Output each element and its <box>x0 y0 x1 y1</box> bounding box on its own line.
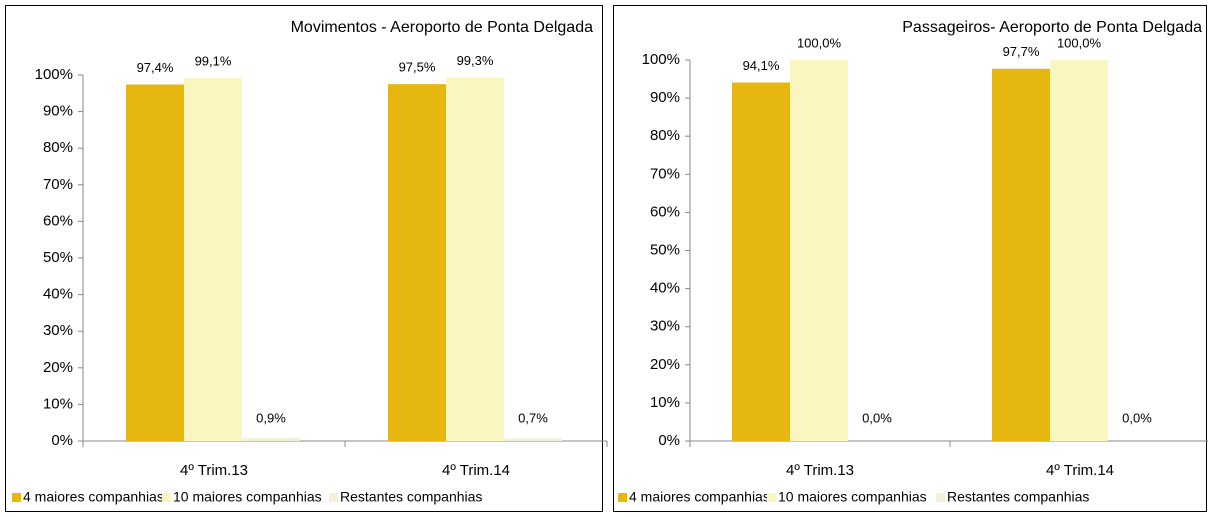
y-tick-label: 90% <box>43 103 73 120</box>
y-tick-label: 40% <box>43 286 73 303</box>
y-tick-label: 80% <box>650 127 680 144</box>
y-tick-label: 60% <box>650 203 680 220</box>
data-label: 0,7% <box>518 410 548 425</box>
data-label: 97,5% <box>399 60 436 75</box>
x-tick-label: 4º Trim.13 <box>786 462 854 479</box>
legend-swatch <box>162 493 171 502</box>
y-tick-label: 20% <box>43 359 73 376</box>
bar <box>504 438 562 441</box>
legend-label: 4 maiores companhias <box>629 489 770 505</box>
bar <box>992 68 1050 441</box>
bar <box>1050 60 1108 441</box>
y-tick-label: 100% <box>642 51 680 68</box>
y-tick-label: 80% <box>43 139 73 156</box>
data-label: 99,3% <box>457 53 494 68</box>
y-tick-label: 10% <box>650 394 680 411</box>
legend-label: Restantes companhias <box>947 489 1089 505</box>
chart-frame <box>613 5 1207 512</box>
bar <box>790 60 848 441</box>
y-tick-label: 70% <box>43 176 73 193</box>
x-tick-label: 4º Trim.13 <box>180 462 248 479</box>
y-tick-label: 10% <box>43 395 73 412</box>
y-tick-label: 50% <box>43 249 73 266</box>
data-label: 97,4% <box>137 60 174 75</box>
legend-swatch <box>767 493 776 502</box>
bar <box>184 78 242 441</box>
chart-title: Movimentos - Aeroporto de Ponta Delgada <box>291 19 594 36</box>
data-label: 100,0% <box>1057 35 1102 50</box>
y-tick-label: 30% <box>43 322 73 339</box>
y-tick-label: 50% <box>650 241 680 258</box>
legend-swatch <box>329 493 338 502</box>
chart-frame <box>5 5 603 512</box>
data-label: 94,1% <box>743 58 780 73</box>
data-label: 0,9% <box>256 410 286 425</box>
y-tick-label: 60% <box>43 212 73 229</box>
x-tick-label: 4º Trim.14 <box>442 462 510 479</box>
y-tick-label: 0% <box>658 432 680 449</box>
data-label: 97,7% <box>1003 44 1040 59</box>
legend-label: Restantes companhias <box>340 489 482 505</box>
bar <box>732 82 790 441</box>
bar <box>126 84 184 442</box>
legend-swatch <box>618 493 627 502</box>
legend-label: 4 maiores companhias <box>23 489 164 505</box>
legend-label: 10 maiores companhias <box>778 489 927 505</box>
y-tick-label: 100% <box>35 66 73 83</box>
data-label: 0,0% <box>1122 410 1152 425</box>
legend-swatch <box>936 493 945 502</box>
bar <box>446 77 504 441</box>
data-label: 100,0% <box>797 35 842 50</box>
x-tick-label: 4º Trim.14 <box>1046 462 1114 479</box>
chart-title: Passageiros- Aeroporto de Ponta Delgada <box>902 19 1202 36</box>
data-label: 99,1% <box>195 54 232 69</box>
y-tick-label: 70% <box>650 165 680 182</box>
legend-label: 10 maiores companhias <box>173 489 322 505</box>
y-tick-label: 90% <box>650 89 680 106</box>
y-tick-label: 30% <box>650 318 680 335</box>
y-tick-label: 40% <box>650 280 680 297</box>
data-label: 0,0% <box>862 410 892 425</box>
bar <box>388 84 446 442</box>
y-tick-label: 20% <box>650 356 680 373</box>
y-tick-label: 0% <box>51 432 73 449</box>
bar <box>242 437 300 441</box>
legend-swatch <box>12 493 21 502</box>
